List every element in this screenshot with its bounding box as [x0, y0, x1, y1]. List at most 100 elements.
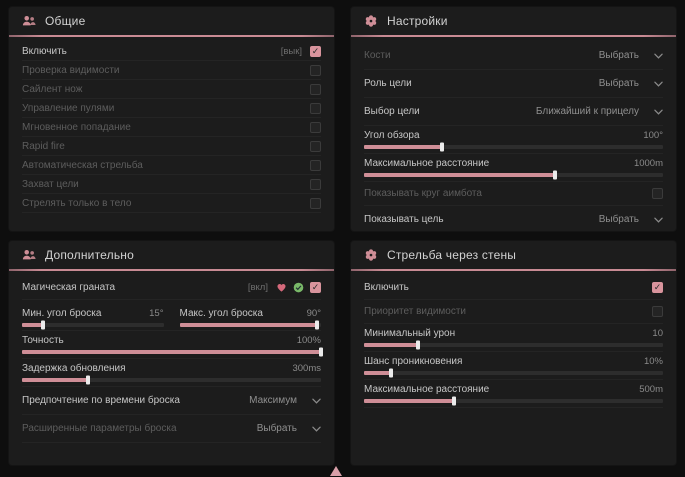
select-row-Расширенные параметры броска: Расширенные параметры броска Выбрать	[22, 415, 321, 443]
checkbox[interactable]: ✓	[310, 45, 321, 57]
slider[interactable]	[22, 347, 323, 357]
slider-label-row: Точность 100%	[22, 335, 321, 346]
slider-label: Мин. угол броска	[22, 307, 102, 319]
dropdown-value: Максимум	[249, 395, 297, 406]
slider-fill	[364, 145, 442, 149]
slider-label: Минимальный урон	[364, 328, 456, 339]
slider[interactable]	[22, 375, 321, 385]
slider-label: Макс. угол броска	[179, 307, 263, 319]
checkbox[interactable]	[310, 159, 321, 171]
slider-label-row: Задержка обновления 300ms	[22, 363, 321, 374]
slider-handle[interactable]	[85, 375, 90, 385]
option-row-Стрелять только в тело: Стрелять только в тело	[22, 194, 321, 213]
checkbox[interactable]	[310, 102, 321, 114]
slider-handle[interactable]	[314, 320, 319, 329]
dropdown-value: Выбрать	[598, 50, 639, 61]
slider-handle[interactable]	[41, 320, 46, 329]
slider[interactable]	[364, 368, 663, 378]
option-controls	[652, 188, 663, 199]
slider[interactable]	[22, 320, 164, 329]
panel-rows: Кости Выбрать Роль цели Выбрать Выбор цели Бл…	[351, 37, 676, 231]
checkbox[interactable]	[310, 197, 321, 209]
dropdown[interactable]: Ближайший к прицелу	[536, 106, 663, 117]
dropdown[interactable]: Выбрать	[599, 214, 663, 225]
slider-label-row: Максимальное расстояние 500m	[364, 384, 663, 395]
panel-header: Дополнительно	[9, 241, 334, 269]
slider-handle[interactable]	[415, 340, 420, 350]
checkbox[interactable]	[310, 121, 321, 133]
checkbox[interactable]	[652, 306, 663, 317]
option-controls: ✓	[652, 282, 663, 293]
slider-label: Шанс проникновения	[364, 356, 463, 367]
option-label: Стрелять только в тело	[22, 197, 132, 209]
slider-label-row: Максимальное расстояние 1000m	[364, 158, 663, 169]
header-accent-line	[351, 35, 676, 37]
slider-row-Задержка обновления: Задержка обновления 300ms	[22, 359, 321, 387]
option-label: Включить	[364, 282, 409, 293]
slider[interactable]	[179, 320, 321, 329]
slider-fill	[179, 322, 317, 327]
checkbox[interactable]	[310, 178, 321, 190]
slider-label-row: Угол обзора 100°	[364, 130, 663, 141]
option-controls	[310, 159, 321, 171]
option-label: Приоритет видимости	[364, 306, 467, 317]
dropdown[interactable]: Выбрать	[257, 423, 321, 434]
option-label: Управление пулями	[22, 102, 115, 114]
checkbox[interactable]	[310, 83, 321, 95]
panel-rows: Магическая граната [вкл] ✓ Мин. угол броска…	[9, 271, 334, 443]
slider-row-Минимальный урон: Минимальный урон 10	[364, 324, 663, 352]
slider-fill	[22, 322, 44, 327]
keybind-label: [вкл]	[247, 282, 268, 293]
dropdown-value: Выбрать	[598, 214, 639, 225]
slider-label-row: Макс. угол броска 90°	[180, 308, 322, 319]
chevron-down-icon	[654, 81, 663, 87]
option-label: Проверка видимости	[22, 64, 120, 76]
slider[interactable]	[364, 396, 663, 406]
users-icon	[22, 248, 36, 262]
slider-row-Шанс проникновения: Шанс проникновения 10%	[364, 352, 663, 380]
slider-value: 90°	[306, 307, 321, 319]
slider-handle[interactable]	[451, 396, 456, 406]
cursor-triangle-icon	[330, 466, 342, 476]
green-check-icon	[293, 282, 304, 293]
panel-header: Общие	[9, 7, 334, 35]
select-label: Выбор цели	[364, 106, 420, 117]
select-row-Показывать цель: Показывать цель Выбрать	[364, 206, 663, 231]
checkbox[interactable]: ✓	[652, 282, 663, 293]
dropdown[interactable]: Выбрать	[599, 78, 663, 89]
option-row-Управление пулями: Управление пулями	[22, 99, 321, 118]
option-controls	[310, 64, 321, 76]
option-row-Приоритет видимости: Приоритет видимости	[364, 300, 663, 324]
panel-general: Общие Включить [вык] ✓ Проверка видимости Сай…	[8, 6, 335, 232]
dropdown[interactable]: Выбрать	[599, 50, 663, 61]
slider-handle[interactable]	[553, 170, 558, 180]
dropdown[interactable]: Максимум	[249, 395, 321, 406]
slider[interactable]	[364, 340, 663, 350]
checkbox[interactable]: ✓	[310, 282, 321, 293]
slider-value: 10	[652, 328, 663, 339]
slider[interactable]	[364, 142, 663, 152]
pink-heart-icon	[276, 282, 287, 293]
slider-fill	[22, 378, 88, 382]
panel-title: Стрельба через стены	[387, 248, 517, 262]
option-row-Захват цели: Захват цели	[22, 175, 321, 194]
slider-handle[interactable]	[319, 347, 323, 357]
panel-rows: Включить ✓ Приоритет видимости Минимальный …	[351, 271, 676, 408]
dropdown-value: Ближайший к прицелу	[535, 106, 639, 117]
slider-value: 100°	[643, 130, 663, 141]
dropdown-value: Выбрать	[598, 78, 639, 89]
panel-title: Общие	[45, 14, 86, 28]
option-row-Включить: Включить ✓	[364, 276, 663, 300]
slider-value: 15°	[149, 307, 164, 319]
slider-label: Максимальное расстояние	[364, 384, 490, 395]
checkbox[interactable]	[310, 140, 321, 152]
dropdown-value: Выбрать	[256, 423, 297, 434]
option-row-Магическая граната: Магическая граната [вкл] ✓	[22, 276, 321, 300]
checkbox[interactable]	[310, 64, 321, 76]
slider-handle[interactable]	[388, 368, 393, 378]
slider[interactable]	[364, 170, 663, 180]
option-controls: [вкл] ✓	[248, 282, 321, 293]
slider-handle[interactable]	[439, 142, 444, 152]
checkbox[interactable]	[652, 188, 663, 199]
select-row-Кости: Кости Выбрать	[364, 42, 663, 70]
